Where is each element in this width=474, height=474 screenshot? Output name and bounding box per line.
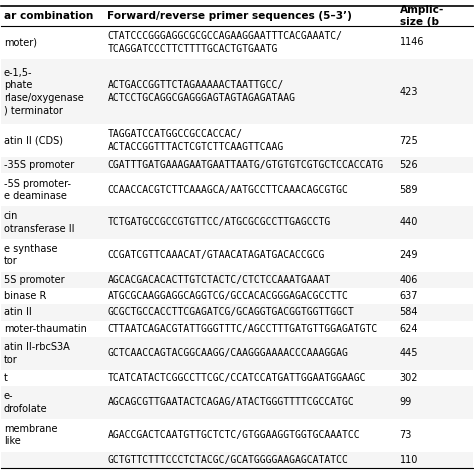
Text: 406: 406 bbox=[400, 275, 418, 285]
Text: TAGGATCCATGGCCGCCACCAC/
ACTACCGGTTTACTCGTCTTCAAGTTCAAG: TAGGATCCATGGCCGCCACCAC/ ACTACCGGTTTACTCG… bbox=[108, 129, 283, 152]
Text: ar combination: ar combination bbox=[4, 11, 93, 21]
Bar bbox=[1, 239, 473, 272]
Text: binase R: binase R bbox=[4, 291, 46, 301]
Bar bbox=[1, 320, 473, 337]
Text: AGACCGACTCAATGTTGCTCTC/GTGGAAGGTGGTGCAAATCC: AGACCGACTCAATGTTGCTCTC/GTGGAAGGTGGTGCAAA… bbox=[108, 430, 360, 440]
Bar bbox=[1, 337, 473, 370]
Text: GCGCTGCCACCTTCGAGATCG/GCAGGTGACGGTGGTTGGCT: GCGCTGCCACCTTCGAGATCG/GCAGGTGACGGTGGTTGG… bbox=[108, 308, 354, 318]
Text: 302: 302 bbox=[400, 373, 418, 383]
Bar bbox=[1, 6, 473, 26]
Bar bbox=[1, 124, 473, 157]
Text: CCAACCACGTCTTCAAAGCA/AATGCCTTCAAACAGCGTGC: CCAACCACGTCTTCAAAGCA/AATGCCTTCAAACAGCGTG… bbox=[108, 185, 348, 195]
Text: Forward/reverse primer sequences (5–3’): Forward/reverse primer sequences (5–3’) bbox=[108, 11, 352, 21]
Text: CTATCCCGGGAGGCGCGCCAGAAGGAATTTCACGAAATC/
TCAGGATCCCTTCTTTTGCACTGTGAATG: CTATCCCGGGAGGCGCGCCAGAAGGAATTTCACGAAATC/… bbox=[108, 31, 342, 54]
Bar bbox=[1, 419, 473, 452]
Text: AGCAGCGTTGAATACTCAGAG/ATACTGGGTTTTCGCCATGC: AGCAGCGTTGAATACTCAGAG/ATACTGGGTTTTCGCCAT… bbox=[108, 397, 354, 408]
Bar bbox=[1, 288, 473, 304]
Text: TCTGATGCCGCCGTGTTCC/ATGCGCGCCTTGAGCCTG: TCTGATGCCGCCGTGTTCC/ATGCGCGCCTTGAGCCTG bbox=[108, 218, 331, 228]
Text: GCTGTTCTTTCCCTCTACGC/GCATGGGGAAGAGCATATCC: GCTGTTCTTTCCCTCTACGC/GCATGGGGAAGAGCATATC… bbox=[108, 455, 348, 465]
Text: 526: 526 bbox=[400, 160, 418, 170]
Text: ACTGACCGGTTCTAGAAAAACTAATTGCC/
ACTCCTGCAGGCGAGGGAGTAGTAGAGATAAG: ACTGACCGGTTCTAGAAAAACTAATTGCC/ ACTCCTGCA… bbox=[108, 81, 295, 103]
Bar bbox=[1, 157, 473, 173]
Text: 725: 725 bbox=[400, 136, 419, 146]
Bar bbox=[1, 59, 473, 124]
Bar bbox=[1, 304, 473, 320]
Text: CGATTTGATGAAAGAATGAATTAATG/GTGTGTCGTGCTCCACCATG: CGATTTGATGAAAGAATGAATTAATG/GTGTGTCGTGCTC… bbox=[108, 160, 383, 170]
Text: ATGCGCAAGGAGGCAGGTCG/GCCACACGGGAGACGCCTTC: ATGCGCAAGGAGGCAGGTCG/GCCACACGGGAGACGCCTT… bbox=[108, 291, 348, 301]
Bar bbox=[1, 272, 473, 288]
Bar bbox=[1, 26, 473, 59]
Text: CCGATCGTTCAAACAT/GTAACATAGATGACACCGCG: CCGATCGTTCAAACAT/GTAACATAGATGACACCGCG bbox=[108, 250, 325, 260]
Text: cin
otransferase II: cin otransferase II bbox=[4, 211, 74, 234]
Text: 73: 73 bbox=[400, 430, 412, 440]
Text: 1146: 1146 bbox=[400, 37, 424, 47]
Text: e synthase
tor: e synthase tor bbox=[4, 244, 57, 266]
Text: atin II (CDS): atin II (CDS) bbox=[4, 136, 63, 146]
Text: 440: 440 bbox=[400, 218, 418, 228]
Text: AGCACGACACACTTGTCTACTC/CTCTCCAAATGAAAT: AGCACGACACACTTGTCTACTC/CTCTCCAAATGAAAT bbox=[108, 275, 331, 285]
Text: e-
drofolate: e- drofolate bbox=[4, 391, 47, 414]
Text: Amplic-
size (b: Amplic- size (b bbox=[400, 5, 444, 27]
Bar bbox=[1, 370, 473, 386]
Text: 249: 249 bbox=[400, 250, 418, 260]
Bar bbox=[1, 206, 473, 239]
Text: t: t bbox=[4, 373, 8, 383]
Text: -5S promoter-
e deaminase: -5S promoter- e deaminase bbox=[4, 179, 71, 201]
Text: 445: 445 bbox=[400, 348, 418, 358]
Text: 589: 589 bbox=[400, 185, 418, 195]
Text: 584: 584 bbox=[400, 308, 418, 318]
Text: atin II-rbcS3A
tor: atin II-rbcS3A tor bbox=[4, 342, 70, 365]
Bar bbox=[1, 452, 473, 468]
Text: TCATCATACTCGGCCTTCGC/CCATCCATGATTGGAATGGAAGC: TCATCATACTCGGCCTTCGC/CCATCCATGATTGGAATGG… bbox=[108, 373, 366, 383]
Text: -35S promoter: -35S promoter bbox=[4, 160, 74, 170]
Text: moter): moter) bbox=[4, 37, 37, 47]
Bar bbox=[1, 386, 473, 419]
Text: 110: 110 bbox=[400, 455, 418, 465]
Text: 624: 624 bbox=[400, 324, 418, 334]
Text: e-1,5-
phate
rlase/oxygenase
) terminator: e-1,5- phate rlase/oxygenase ) terminato… bbox=[4, 68, 83, 115]
Text: atin II: atin II bbox=[4, 308, 31, 318]
Text: GCTCAACCAGTACGGCAAGG/CAAGGGAAAACCCAAAGGAG: GCTCAACCAGTACGGCAAGG/CAAGGGAAAACCCAAAGGA… bbox=[108, 348, 348, 358]
Text: CTTAATCAGACGTATTGGGTTTC/AGCCTTTGATGTTGGAGATGTC: CTTAATCAGACGTATTGGGTTTC/AGCCTTTGATGTTGGA… bbox=[108, 324, 378, 334]
Text: 5S promoter: 5S promoter bbox=[4, 275, 64, 285]
Text: membrane
like: membrane like bbox=[4, 424, 57, 447]
Text: 637: 637 bbox=[400, 291, 418, 301]
Bar bbox=[1, 173, 473, 206]
Text: 99: 99 bbox=[400, 397, 412, 408]
Text: 423: 423 bbox=[400, 87, 418, 97]
Text: moter-thaumatin: moter-thaumatin bbox=[4, 324, 87, 334]
